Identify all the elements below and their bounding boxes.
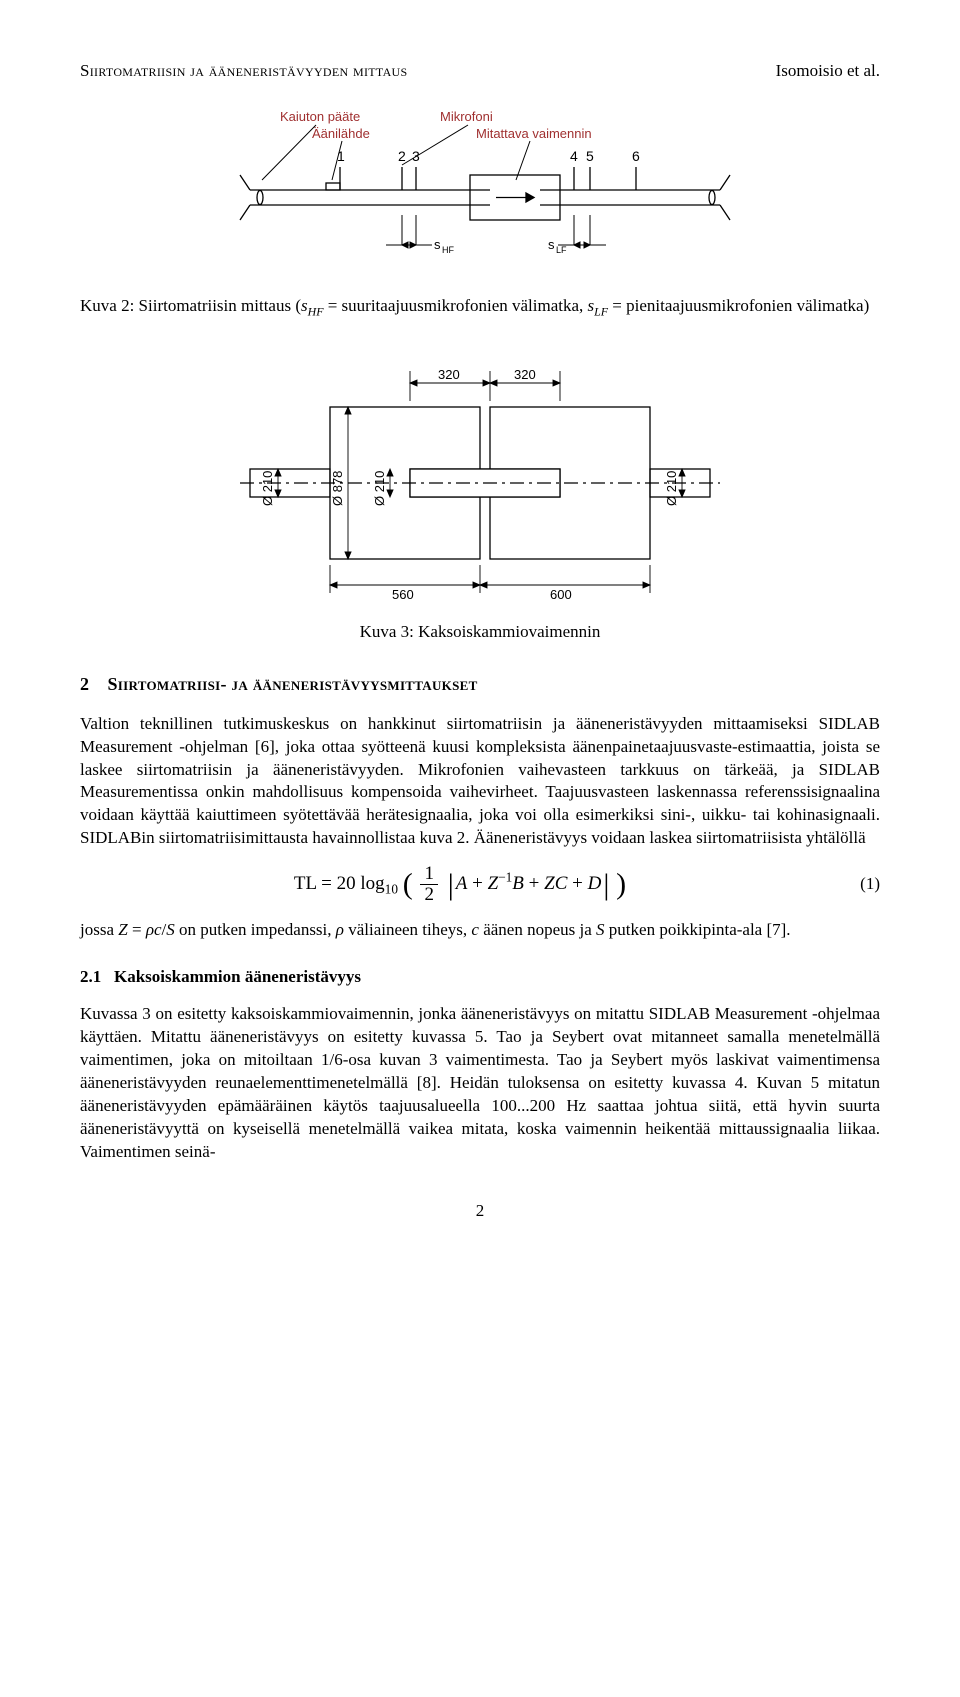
figure-2-schematic: Kaiuton pääte Äänilähde Mikrofoni Mitatt… [80, 105, 880, 285]
svg-text:Mikrofoni: Mikrofoni [440, 109, 493, 124]
running-head-left: Siirtomatriisin ja ääneneristävyyden mit… [80, 60, 408, 83]
section-number: 2 [80, 674, 89, 694]
subsection-title: Kaksoiskammion ääneneristävyys [114, 967, 361, 986]
svg-text:Äänilähde: Äänilähde [312, 126, 370, 141]
svg-text:3: 3 [412, 148, 420, 164]
equation-body: TL = 20 log10 ( 12 |A + Z−1B + ZC + D| ) [80, 864, 840, 905]
running-head: Siirtomatriisin ja ääneneristävyyden mit… [80, 60, 880, 83]
svg-text:Ø 878: Ø 878 [330, 471, 345, 506]
svg-text:320: 320 [438, 367, 460, 382]
svg-text:HF: HF [442, 245, 454, 255]
post-equation-paragraph: jossa Z = ρc/S on putken impedanssi, ρ v… [80, 919, 880, 942]
figure-2-caption: Kuva 2: Siirtomatriisin mittaus (sHF = s… [80, 295, 880, 319]
svg-text:Ø 210: Ø 210 [260, 471, 275, 506]
equation-1: TL = 20 log10 ( 12 |A + Z−1B + ZC + D| )… [80, 864, 880, 905]
subsection-2-1-heading: 2.1 Kaksoiskammion ääneneristävyys [80, 966, 880, 989]
section-title: Siirtomatriisi- ja ääneneristävyysmittau… [108, 674, 478, 694]
svg-text:4: 4 [570, 148, 578, 164]
svg-text:2: 2 [398, 148, 406, 164]
subsection-number: 2.1 [80, 967, 101, 986]
svg-text:600: 600 [550, 587, 572, 602]
svg-text:Ø 210: Ø 210 [372, 471, 387, 506]
svg-text:5: 5 [586, 148, 594, 164]
svg-text:560: 560 [392, 587, 414, 602]
equation-number: (1) [840, 873, 880, 896]
svg-text:320: 320 [514, 367, 536, 382]
section-2-heading: 2 Siirtomatriisi- ja ääneneristävyysmitt… [80, 672, 880, 696]
svg-text:1: 1 [337, 148, 345, 164]
svg-text:Mitattava vaimennin: Mitattava vaimennin [476, 126, 592, 141]
section-2-paragraph: Valtion teknillinen tutkimuskeskus on ha… [80, 713, 880, 851]
figure-3-schematic: 320 320 560 600 Ø 210 Ø 878 Ø 210 Ø 210 [80, 341, 880, 611]
svg-text:6: 6 [632, 148, 640, 164]
svg-text:Ø 210: Ø 210 [664, 471, 679, 506]
svg-text:s: s [548, 237, 555, 252]
svg-text:LF: LF [556, 245, 567, 255]
svg-text:Kaiuton pääte: Kaiuton pääte [280, 109, 360, 124]
page-number: 2 [80, 1200, 880, 1223]
subsection-2-1-paragraph: Kuvassa 3 on esitetty kaksoiskammiovaime… [80, 1003, 880, 1164]
running-head-right: Isomoisio et al. [776, 60, 880, 83]
svg-text:s: s [434, 237, 441, 252]
figure-3-caption: Kuva 3: Kaksoiskammiovaimennin [80, 621, 880, 644]
